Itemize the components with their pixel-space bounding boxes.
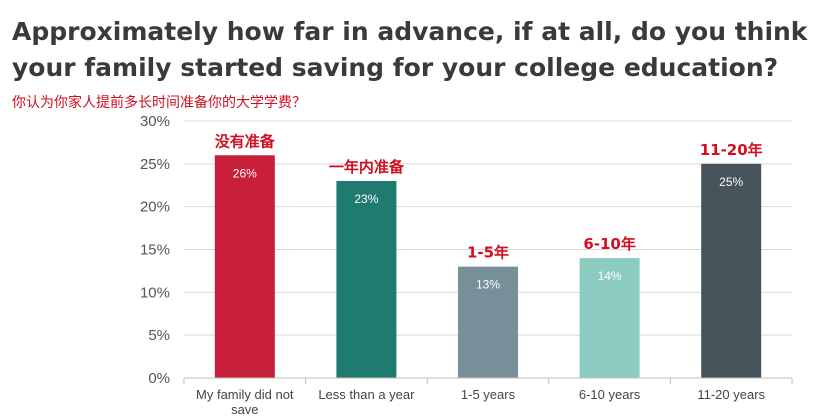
y-tick-label: 30% [140, 113, 170, 130]
x-category-label: 11-20 years [697, 387, 765, 402]
bar [701, 163, 762, 378]
bar-annotation: 11-20年 [700, 141, 763, 159]
x-category-label: Less than a year [318, 387, 415, 402]
bar-annotation: 一年内准备 [329, 158, 405, 176]
bar-annotation: 6-10年 [583, 235, 636, 253]
bar [458, 266, 518, 378]
x-category-label: 6-10 years [579, 387, 641, 402]
y-tick-label: 20% [140, 199, 170, 216]
bar [214, 155, 275, 378]
chart-title: Approximately how far in advance, if at … [12, 17, 808, 82]
y-tick-label: 0% [148, 370, 170, 387]
bar-value-label: 13% [476, 278, 500, 292]
bar-annotation: 没有准备 [215, 132, 276, 150]
bar-value-label: 14% [598, 269, 622, 283]
x-category-label: 1-5 years [461, 387, 516, 402]
y-tick-label: 25% [140, 156, 170, 173]
gridlines [184, 120, 792, 336]
chart-subtitle: 你认为你家人提前多长时间准备你的大学学费？ [12, 95, 306, 111]
bar [336, 180, 397, 378]
y-tick-label: 5% [148, 327, 170, 344]
bar-value-label: 23% [354, 192, 378, 206]
bar [579, 258, 640, 378]
x-category-label: My family did not [196, 387, 294, 402]
y-axis-ticks: 0% 5% 10% 15% 20% 25% 30% [140, 113, 170, 387]
y-tick-label: 10% [140, 284, 170, 301]
bar-value-label: 26% [233, 166, 257, 180]
y-tick-label: 15% [140, 242, 170, 259]
bar-value-label: 25% [719, 175, 743, 189]
bars: 26% 没有准备 23% 一年内准备 13% 1-5年 14% 6-10年 25% 11-20年 [215, 132, 763, 378]
bar-annotation: 1-5年 [467, 244, 509, 262]
x-category-label: save [231, 402, 258, 417]
